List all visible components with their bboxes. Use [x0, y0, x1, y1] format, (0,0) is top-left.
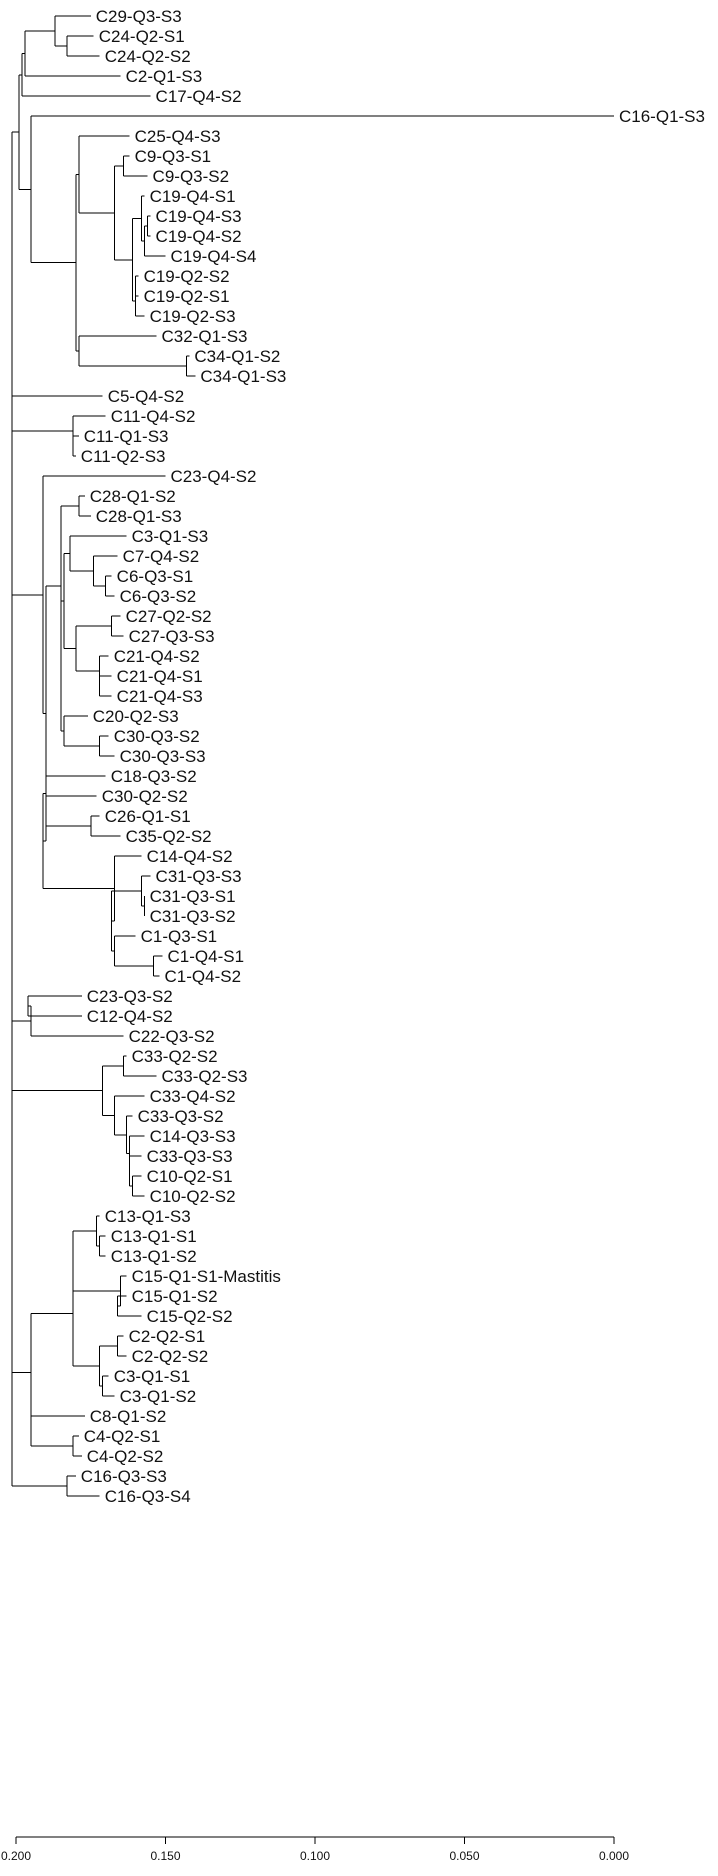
leaf-label: C14-Q3-S3	[150, 1127, 236, 1146]
axis-tick-label: 0.100	[300, 1849, 330, 1863]
leaf-label: C3-Q1-S3	[132, 527, 209, 546]
leaf-label: C29-Q3-S3	[96, 7, 182, 26]
leaf-label: C15-Q2-S2	[147, 1307, 233, 1326]
leaf-label: C16-Q3-S4	[105, 1487, 191, 1506]
leaf-label: C27-Q3-S3	[129, 627, 215, 646]
leaf-label: C22-Q3-S2	[129, 1027, 215, 1046]
leaf-label: C2-Q2-S2	[132, 1347, 209, 1366]
leaf-label: C33-Q2-S3	[162, 1067, 248, 1086]
axis-tick-label: 0.150	[150, 1849, 180, 1863]
leaf-label: C13-Q1-S1	[111, 1227, 197, 1246]
leaf-label: C6-Q3-S1	[117, 567, 194, 586]
leaf-label: C18-Q3-S2	[111, 767, 197, 786]
leaf-label: C19-Q4-S1	[150, 187, 236, 206]
leaf-label: C14-Q4-S2	[147, 847, 233, 866]
leaf-label: C16-Q1-S3	[619, 107, 705, 126]
leaf-label: C4-Q2-S2	[87, 1447, 164, 1466]
leaf-label: C13-Q1-S3	[105, 1207, 191, 1226]
leaf-label: C6-Q3-S2	[120, 587, 197, 606]
axis-tick-label: 0.000	[599, 1849, 629, 1863]
leaf-label: C10-Q2-S2	[150, 1187, 236, 1206]
leaf-label: C24-Q2-S1	[99, 27, 185, 46]
leaf-label: C34-Q1-S2	[194, 347, 280, 366]
distance-axis: 0.200 0.150 0.100 0.050 0.000	[1, 1836, 629, 1863]
leaf-label: C32-Q1-S3	[162, 327, 248, 346]
leaf-label: C13-Q1-S2	[111, 1247, 197, 1266]
leaf-label: C7-Q4-S2	[123, 547, 200, 566]
leaf-label: C34-Q1-S3	[200, 367, 286, 386]
leaf-label: C21-Q4-S3	[117, 687, 203, 706]
leaf-label: C11-Q2-S3	[81, 447, 166, 466]
leaf-label: C19-Q2-S2	[144, 267, 230, 286]
leaf-label: C1-Q4-S2	[165, 967, 242, 986]
leaf-label: C19-Q4-S2	[156, 227, 242, 246]
leaf-label: C1-Q3-S1	[141, 927, 218, 946]
leaf-label: C12-Q4-S2	[87, 1007, 173, 1026]
leaf-label: C3-Q1-S1	[114, 1367, 191, 1386]
leaf-label: C15-Q1-S2	[132, 1287, 218, 1306]
leaf-label: C25-Q4-S3	[135, 127, 221, 146]
leaf-label: C8-Q1-S2	[90, 1407, 167, 1426]
dendrogram-branches	[11, 15, 614, 1497]
leaf-label: C19-Q4-S3	[156, 207, 242, 226]
leaf-label: C19-Q2-S3	[150, 307, 236, 326]
leaf-label: C27-Q2-S2	[126, 607, 212, 626]
leaf-label: C10-Q2-S1	[147, 1167, 233, 1186]
axis-tick-label: 0.050	[449, 1849, 479, 1863]
leaf-label: C19-Q2-S1	[144, 287, 230, 306]
leaf-label: C5-Q4-S2	[108, 387, 185, 406]
leaf-label: C9-Q3-S2	[153, 167, 230, 186]
leaf-label: C30-Q2-S2	[102, 787, 188, 806]
leaf-label: C20-Q2-S3	[93, 707, 179, 726]
leaf-label: C33-Q3-S2	[138, 1107, 224, 1126]
leaf-label: C35-Q2-S2	[126, 827, 212, 846]
leaf-labels: C29-Q3-S3C24-Q2-S1C24-Q2-S2C2-Q1-S3C17-Q…	[81, 7, 705, 1506]
leaf-label: C31-Q3-S1	[150, 887, 236, 906]
leaf-label: C33-Q3-S3	[147, 1147, 233, 1166]
leaf-label: C33-Q2-S2	[132, 1047, 218, 1066]
axis-tick-label: 0.200	[1, 1849, 31, 1863]
leaf-label: C15-Q1-S1-Mastitis	[132, 1267, 281, 1286]
leaf-label: C23-Q3-S2	[87, 987, 173, 1006]
leaf-label: C11-Q1-S3	[84, 427, 169, 446]
leaf-label: C4-Q2-S1	[84, 1427, 161, 1446]
leaf-label: C16-Q3-S3	[81, 1467, 167, 1486]
leaf-label: C9-Q3-S1	[135, 147, 212, 166]
leaf-label: C2-Q1-S3	[126, 67, 203, 86]
leaf-label: C33-Q4-S2	[150, 1087, 236, 1106]
leaf-label: C2-Q2-S1	[129, 1327, 206, 1346]
leaf-label: C26-Q1-S1	[105, 807, 191, 826]
leaf-label: C21-Q4-S1	[117, 667, 203, 686]
leaf-label: C21-Q4-S2	[114, 647, 200, 666]
leaf-label: C24-Q2-S2	[105, 47, 191, 66]
axis-ticks: 0.200 0.150 0.100 0.050 0.000	[1, 1837, 629, 1863]
leaf-label: C28-Q1-S3	[96, 507, 182, 526]
leaf-label: C31-Q3-S2	[150, 907, 236, 926]
leaf-label: C3-Q1-S2	[120, 1387, 197, 1406]
leaf-label: C28-Q1-S2	[90, 487, 176, 506]
leaf-label: C1-Q4-S1	[168, 947, 245, 966]
leaf-label: C19-Q4-S4	[171, 247, 257, 266]
leaf-label: C30-Q3-S2	[114, 727, 200, 746]
leaf-label: C23-Q4-S2	[171, 467, 257, 486]
leaf-label: C31-Q3-S3	[156, 867, 242, 886]
leaf-label: C17-Q4-S2	[156, 87, 242, 106]
leaf-label: C30-Q3-S3	[120, 747, 206, 766]
leaf-label: C11-Q4-S2	[111, 407, 196, 426]
